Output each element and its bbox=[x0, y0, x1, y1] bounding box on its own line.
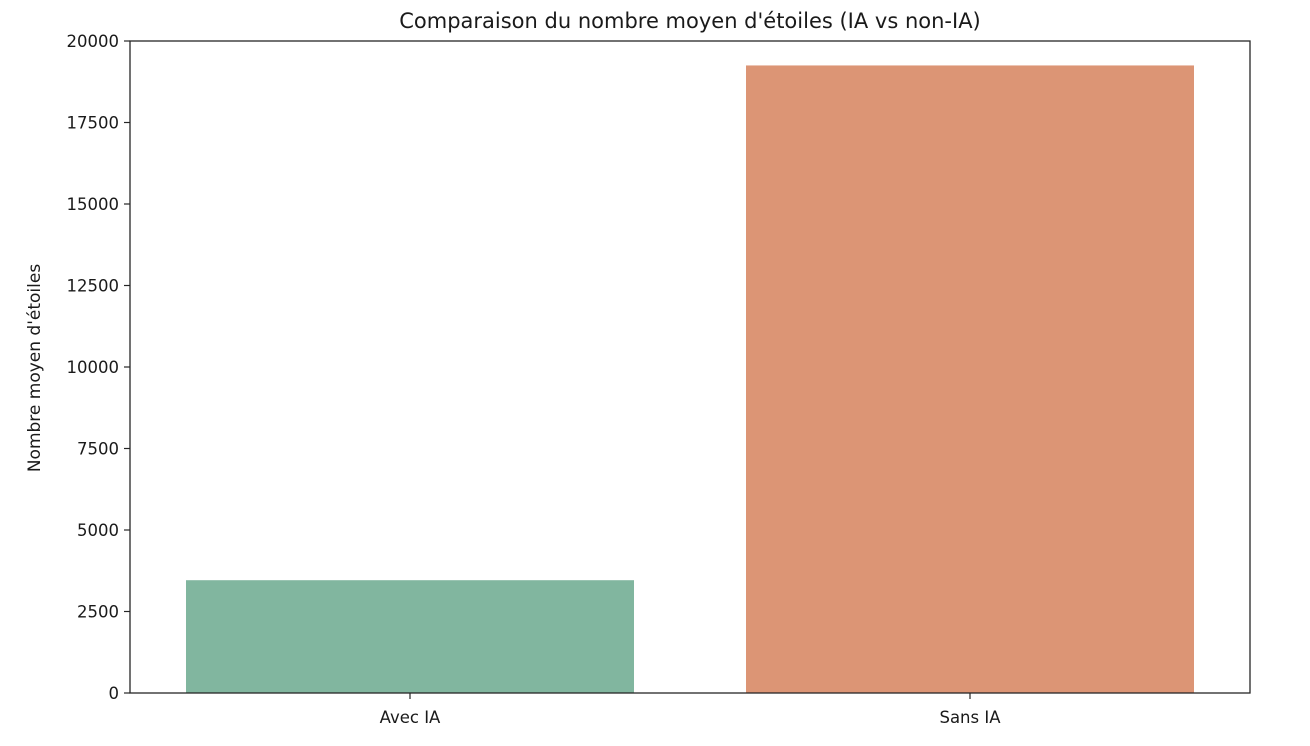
y-tick-label: 2500 bbox=[77, 603, 119, 622]
y-tick-label: 12500 bbox=[67, 277, 120, 296]
y-tick-label: 17500 bbox=[67, 114, 120, 133]
chart-title: Comparaison du nombre moyen d'étoiles (I… bbox=[399, 9, 981, 33]
y-axis-label: Nombre moyen d'étoiles bbox=[25, 264, 45, 473]
y-tick-label: 0 bbox=[109, 684, 120, 703]
y-axis-ticks: 0 2500 5000 7500 10000 12500 15000 17500 20000 bbox=[67, 32, 130, 703]
plot-frame bbox=[129, 40, 1251, 694]
y-tick-label: 5000 bbox=[77, 521, 119, 540]
x-tick-label: Sans IA bbox=[939, 708, 1001, 727]
y-tick-label: 7500 bbox=[77, 440, 119, 459]
bar-1 bbox=[746, 65, 1194, 693]
bars-group bbox=[186, 65, 1194, 693]
x-tick-label: Avec IA bbox=[380, 708, 441, 727]
y-tick-label: 10000 bbox=[67, 358, 120, 377]
x-axis-ticks: Avec IA Sans IA bbox=[380, 693, 1001, 727]
bar-0 bbox=[186, 580, 634, 693]
y-tick-label: 15000 bbox=[67, 195, 120, 214]
y-tick-label: 20000 bbox=[67, 32, 120, 51]
